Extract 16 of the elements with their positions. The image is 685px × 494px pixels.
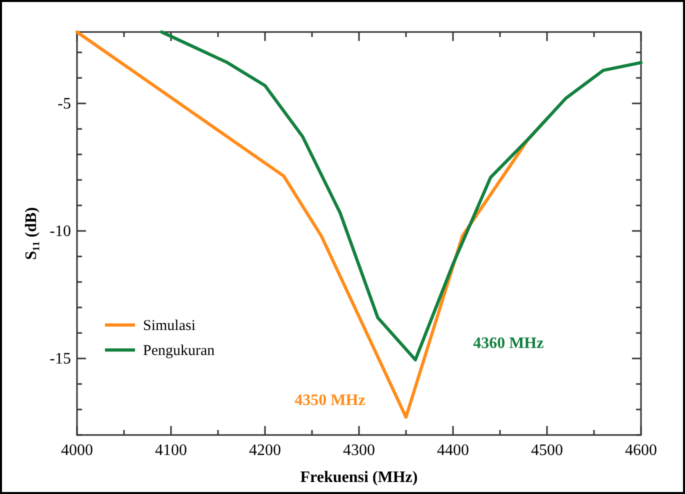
y-axis-title: S₁₁ (dB) [23,207,40,260]
x-tick-label: 4400 [437,442,469,459]
legend-label: Simulasi [143,318,196,334]
legend-label: Pengukuran [143,343,216,359]
x-tick-label: 4200 [249,442,281,459]
annotation: 4360 MHz [473,334,544,352]
y-tick-label: -5 [58,95,71,112]
x-tick-label: 4500 [531,442,563,459]
y-tick-label: -10 [50,222,71,240]
x-tick-label: 4100 [155,442,187,459]
x-tick-label: 4300 [343,442,375,459]
x-tick-label: 4000 [61,442,93,459]
x-tick-label: 4600 [625,442,657,459]
y-tick-label: -15 [50,350,71,368]
x-axis-title: Frekuensi (MHz) [300,469,418,486]
annotation: 4350 MHz [294,392,366,410]
